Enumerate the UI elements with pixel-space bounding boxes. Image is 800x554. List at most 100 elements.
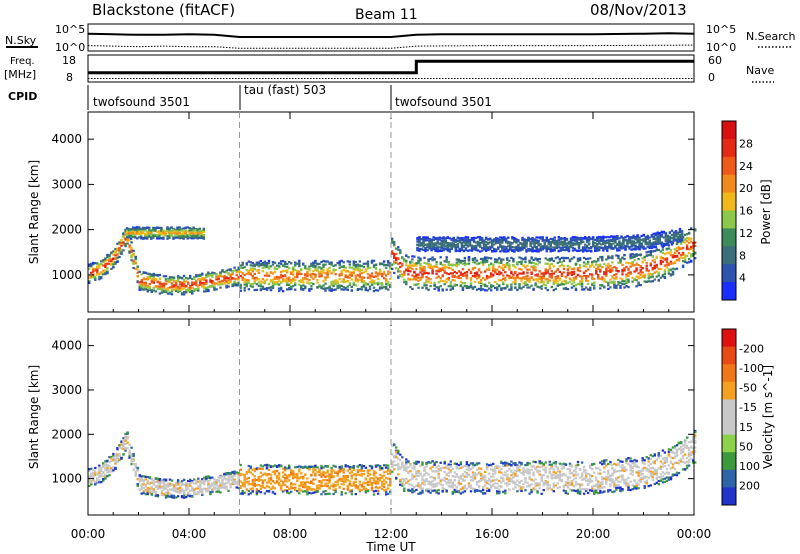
- echo-cell-0: [178, 491, 182, 494]
- echo-cell-0: [146, 284, 149, 288]
- echo-cell-0: [94, 466, 97, 470]
- echo-cell-3: [504, 278, 507, 281]
- echo-cell-4: [559, 248, 563, 251]
- echo-cell-4: [561, 246, 565, 249]
- echo-cell-2: [366, 289, 370, 292]
- echo-cell-2: [382, 260, 386, 263]
- echo-cell-3: [692, 253, 695, 256]
- echo-cell-3: [534, 274, 537, 277]
- echo-cell-2: [243, 286, 246, 289]
- echo-cell-4: [493, 248, 496, 251]
- echo-cell-0: [229, 478, 232, 481]
- echo-cell-3: [441, 266, 444, 269]
- echo-cell-4: [585, 239, 589, 242]
- echo-cell-0: [164, 494, 168, 497]
- echo-cell-0: [138, 489, 141, 492]
- echo-cell-2: [241, 263, 244, 266]
- echo-cell-0: [219, 283, 222, 286]
- echo-cell-3: [661, 260, 665, 263]
- echo-cell-2: [265, 274, 269, 277]
- echo-cell-4: [450, 246, 453, 249]
- echo-cell-3: [409, 264, 412, 267]
- echo-cell-2: [318, 272, 321, 275]
- echo-cell-0: [94, 481, 97, 484]
- echo-cell-2: [330, 281, 333, 284]
- echo-cell-3: [665, 257, 669, 260]
- echo-cell-3: [437, 289, 440, 292]
- echo-cell-3: [415, 262, 418, 265]
- echo-cell-4: [557, 243, 560, 246]
- echo-cell-3: [411, 267, 414, 271]
- echo-cell-3: [637, 281, 640, 284]
- echo-cell-3: [685, 233, 689, 236]
- echo-cell-2: [384, 287, 388, 290]
- echo-cell-3: [619, 277, 622, 280]
- echo-cell-3: [550, 276, 553, 279]
- echo-cell-3: [617, 283, 620, 286]
- echo-cell-0: [92, 269, 95, 272]
- echo-cell-2: [352, 267, 355, 270]
- echo-cell-2: [384, 266, 388, 269]
- echo-cell-3: [524, 256, 527, 259]
- colorbar-segment: [722, 228, 736, 247]
- echo-cell-0: [132, 454, 135, 457]
- echo-cell-4: [452, 245, 455, 248]
- echo-cell-0: [205, 477, 208, 480]
- echo-cell-0: [203, 282, 206, 285]
- echo-cell-0: [124, 233, 127, 236]
- echo-cell-2: [374, 263, 378, 266]
- echo-cell-0: [130, 463, 133, 466]
- echo-cell-3: [508, 288, 511, 291]
- echo-cell-4: [430, 238, 433, 241]
- echo-cell-1: [176, 233, 179, 236]
- echo-cell-4: [478, 236, 482, 239]
- echo-cell-0: [197, 492, 200, 495]
- echo-cell-3: [605, 258, 608, 261]
- echo-cell-4: [513, 240, 516, 243]
- echo-cell-4: [654, 245, 657, 249]
- echo-cell-3: [597, 267, 600, 271]
- echo-cell-2: [279, 288, 283, 291]
- echo-cell-0: [199, 480, 202, 483]
- echo-cell-4: [549, 237, 552, 240]
- echo-cell-0: [164, 288, 168, 291]
- echo-cell-4: [511, 237, 514, 240]
- echo-cell-2: [269, 286, 273, 289]
- echo-cell-2: [348, 260, 351, 263]
- echo-cell-4: [626, 245, 629, 248]
- echo-cell-3: [427, 280, 430, 283]
- echo-cell-0: [219, 476, 222, 479]
- echo-cell-0: [195, 481, 198, 484]
- echo-cell-3: [586, 280, 590, 283]
- echo-cell-4: [458, 241, 462, 244]
- echo-cell-4: [573, 249, 577, 252]
- echo-cell-1: [148, 230, 151, 233]
- echo-cell-0: [223, 275, 226, 278]
- echo-cell-3: [481, 261, 485, 264]
- echo-cell-0: [140, 273, 143, 276]
- echo-cell-3: [508, 275, 511, 278]
- echo-cell-4: [493, 238, 496, 241]
- echo-cell-2: [342, 288, 345, 291]
- echo-cell-4: [541, 245, 544, 248]
- echo-cell-4: [622, 241, 625, 245]
- echo-cell-2: [251, 270, 254, 273]
- echo-cell-0: [174, 280, 178, 283]
- echo-cell-4: [678, 235, 682, 238]
- echo-cell-3: [502, 258, 505, 261]
- echo-cell-3: [419, 267, 422, 270]
- echo-cell-3: [599, 263, 602, 267]
- echo-cell-3: [641, 275, 644, 278]
- echo-cell-4: [618, 246, 621, 249]
- echo-cell-0: [96, 266, 99, 269]
- echo-cell-4: [442, 236, 445, 239]
- echo-cell-4: [525, 248, 528, 251]
- echo-cell-3: [538, 261, 541, 264]
- echo-cell-0: [205, 290, 208, 293]
- echo-cell-0: [189, 481, 192, 484]
- echo-cell-2: [290, 281, 293, 285]
- echo-cell-3: [411, 287, 414, 290]
- echo-cell-3: [582, 274, 586, 277]
- echo-cell-0: [182, 278, 186, 281]
- echo-cell-0: [110, 457, 113, 460]
